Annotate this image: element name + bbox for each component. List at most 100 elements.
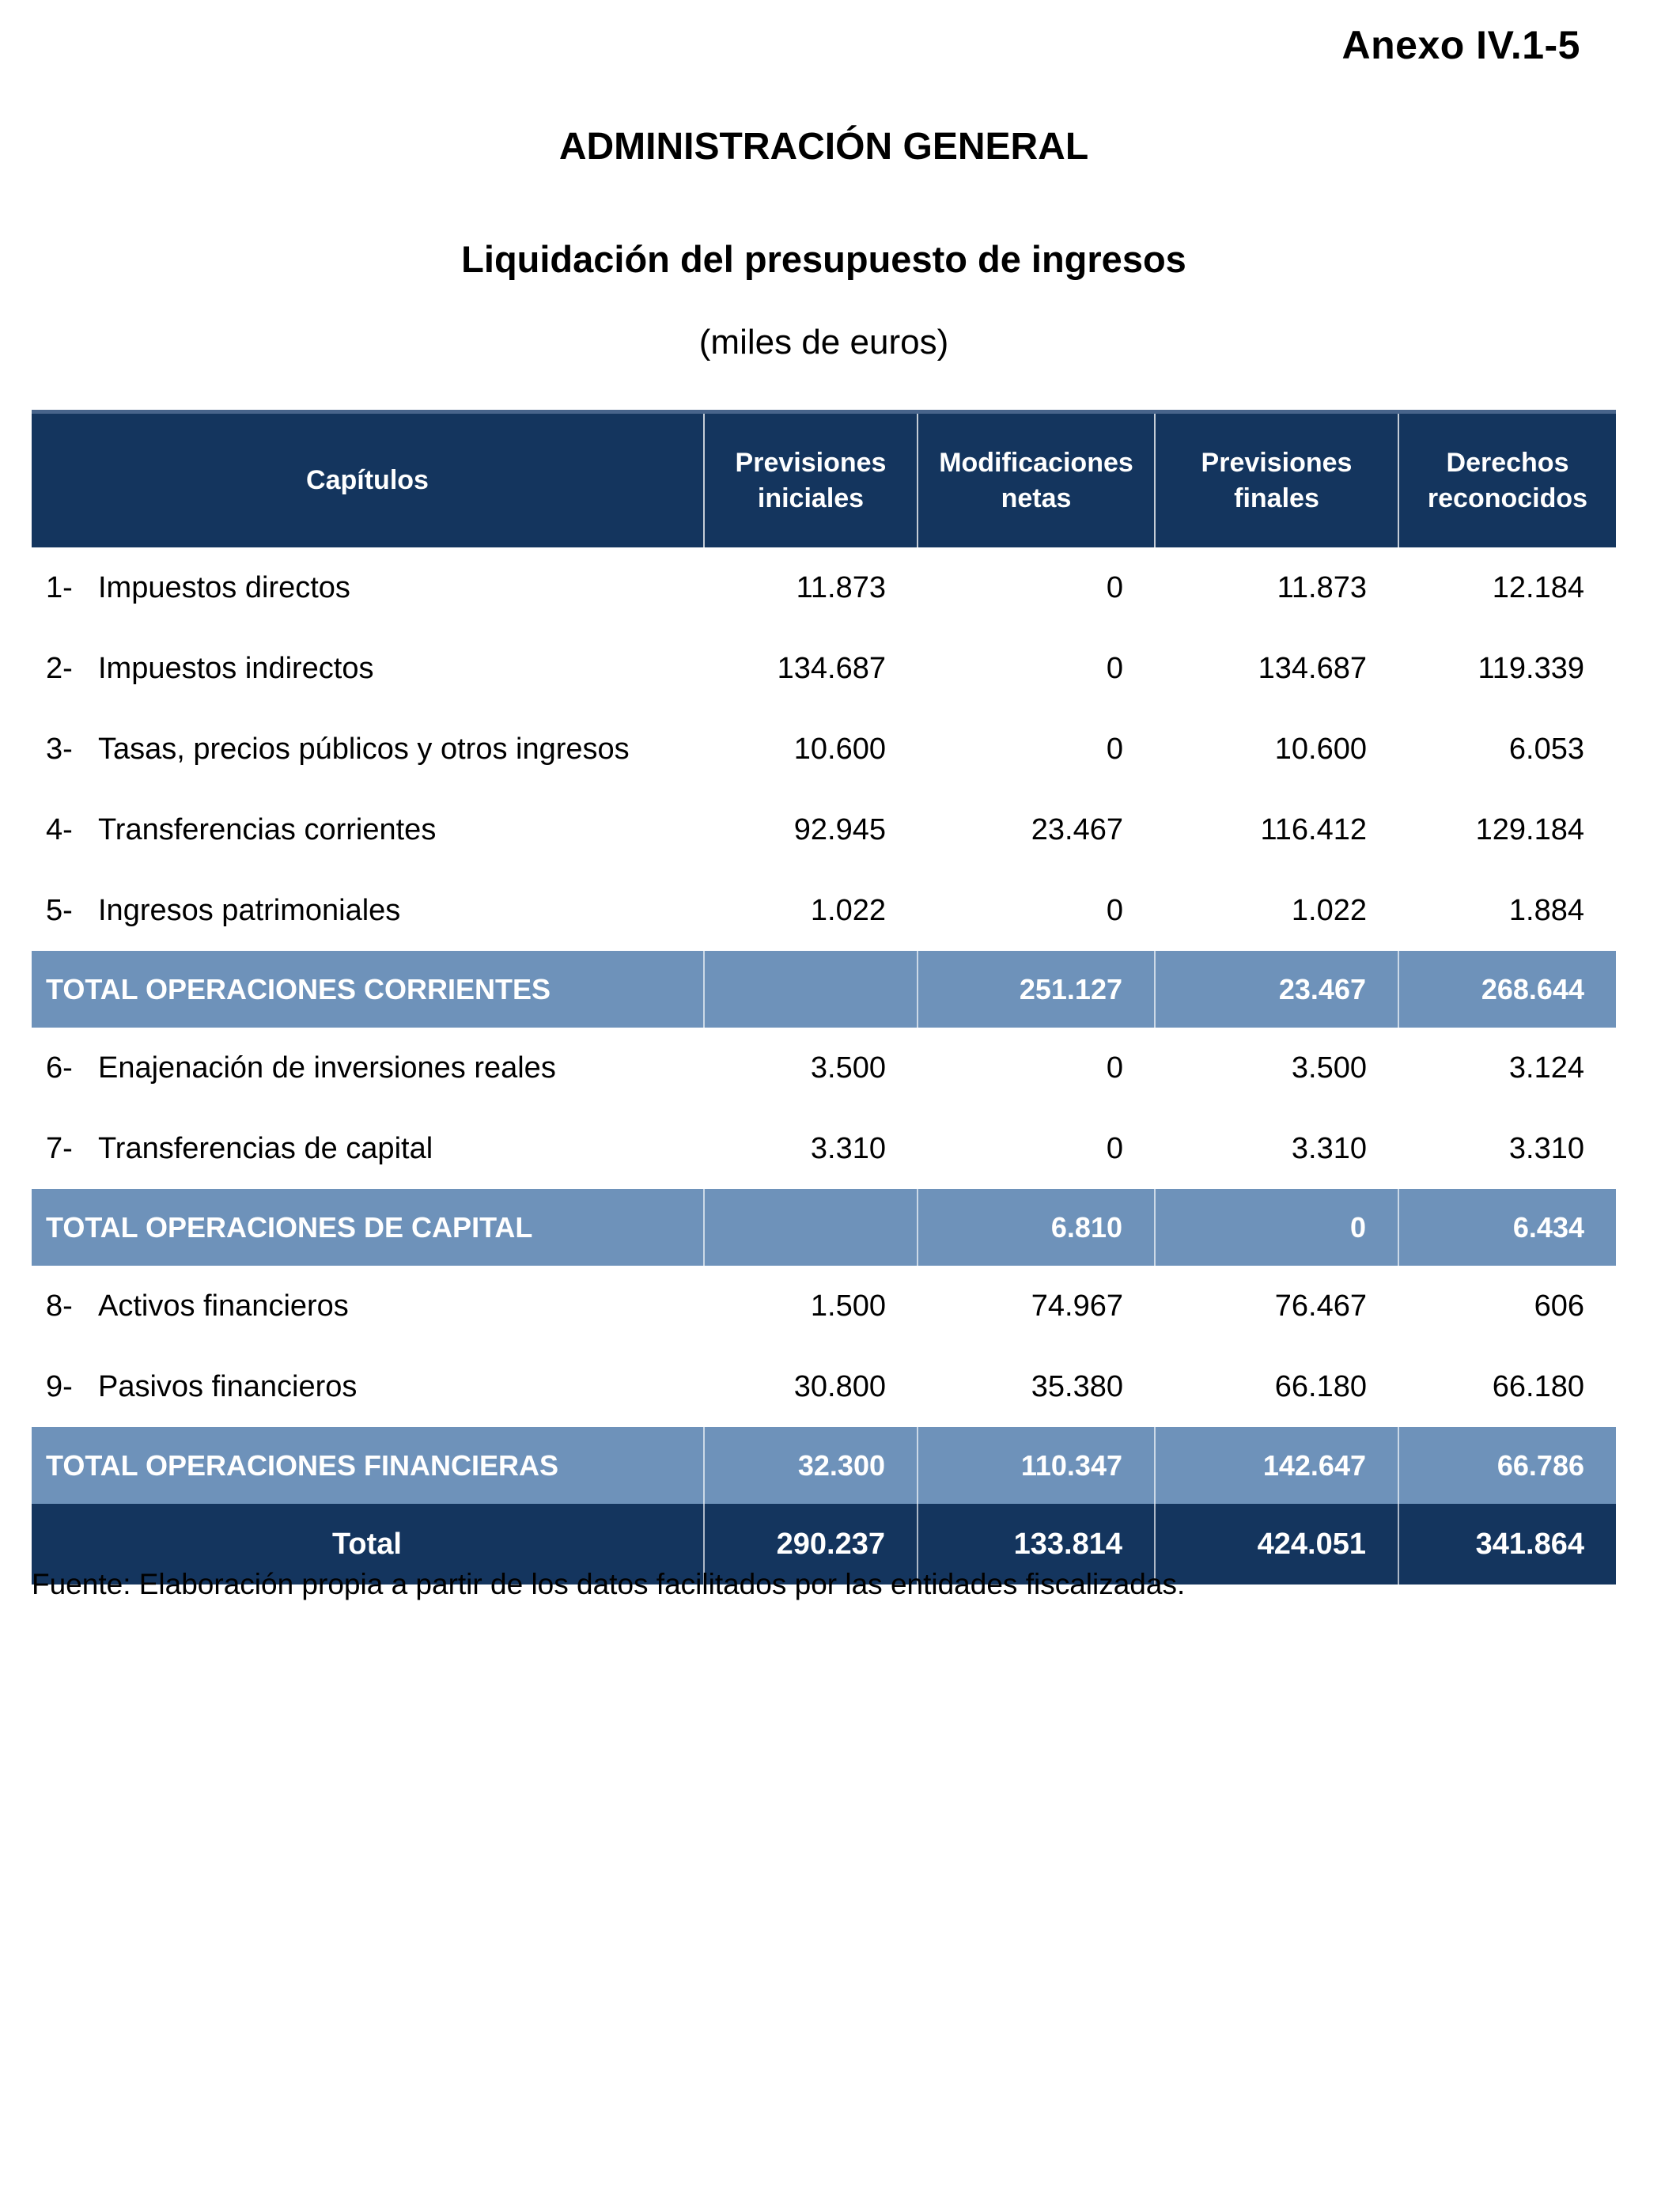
table-row: 7- Transferencias de capital 3.310 0 3.310 3.… [32, 1108, 1616, 1189]
chapter-label: Pasivos financieros [98, 1369, 358, 1403]
page-title: ADMINISTRACIÓN GENERAL [558, 126, 1089, 168]
value-cell: 66.786 [1398, 1427, 1616, 1504]
value-cell: 1.884 [1398, 870, 1616, 951]
value-cell: 6.434 [1398, 1189, 1616, 1266]
chapter-number: 1- [46, 570, 73, 604]
table-row: 5- Ingresos patrimoniales 1.022 0 1.022 1.884 [32, 870, 1616, 951]
value-cell [703, 1189, 918, 1266]
value-cell: 0 [918, 1108, 1155, 1189]
value-cell: 10.600 [704, 709, 918, 789]
value-cell: 66.180 [1398, 1346, 1616, 1427]
chapter-number: 4- [46, 812, 73, 846]
subtotal-row: TOTAL OPERACIONES DE CAPITAL 6.810 0 6.434 [32, 1189, 1616, 1266]
value-cell [703, 951, 918, 1028]
chapter-cell: TOTAL OPERACIONES FINANCIERAS [32, 1427, 704, 1504]
value-cell: 1.022 [704, 870, 918, 951]
subtotal-row: TOTAL OPERACIONES FINANCIERAS 32.300 110.3… [32, 1427, 1616, 1504]
chapter-cell: 6- Enajenación de inversiones reales [32, 1028, 704, 1108]
chapter-label: Activos financieros [98, 1289, 349, 1323]
value-cell: 6.053 [1398, 709, 1616, 789]
column-header-capitulos: Capítulos [32, 410, 704, 547]
chapter-number: 6- [46, 1051, 73, 1085]
value-cell: 3.124 [1398, 1028, 1616, 1108]
source-note: Fuente: Elaboración propia a partir de l… [32, 1568, 1186, 1600]
units-note: (miles de euros) [698, 323, 949, 362]
value-cell: 134.687 [704, 628, 918, 709]
chapter-cell: Total [32, 1504, 704, 1585]
table-row: 6- Enajenación de inversiones reales 3.500… [32, 1028, 1616, 1108]
value-cell: 0 [918, 628, 1155, 709]
chapter-number: 2- [46, 651, 73, 685]
table-row: 2- Impuestos indirectos 134.687 0 134.687 119… [32, 628, 1616, 709]
value-cell: 6.810 [917, 1189, 1155, 1266]
chapter-label: Transferencias corrientes [98, 812, 437, 846]
value-cell: 11.873 [1155, 547, 1398, 628]
table-row: 9- Pasivos financieros 30.800 35.380 66.180 6… [32, 1346, 1616, 1427]
chapter-label: Ingresos patrimoniales [98, 893, 401, 927]
value-cell: 76.467 [1155, 1266, 1398, 1346]
chapter-label: Enajenación de inversiones reales [98, 1051, 556, 1085]
value-cell: 606 [1398, 1266, 1616, 1346]
value-cell: 268.644 [1398, 951, 1616, 1028]
chapter-number: 5- [46, 893, 73, 927]
chapter-cell: 3- Tasas, precios públicos y otros ingres… [32, 709, 704, 789]
chapter-cell: 4- Transferencias corrientes [32, 789, 704, 870]
subtotal-row: TOTAL OPERACIONES CORRIENTES 251.127 23.46… [32, 951, 1616, 1028]
value-cell: 341.864 [1398, 1504, 1616, 1585]
column-header-previsiones-iniciales: Previsiones iniciales [703, 410, 918, 547]
chapter-cell: 7- Transferencias de capital [32, 1108, 704, 1189]
chapter-cell: TOTAL OPERACIONES DE CAPITAL [32, 1189, 704, 1266]
budget-table: Capítulos Previsiones iniciales Modifica… [32, 410, 1616, 1585]
value-cell: 119.339 [1398, 628, 1616, 709]
value-cell: 92.945 [704, 789, 918, 870]
column-header-modificaciones-netas: Modificaciones netas [917, 410, 1155, 547]
value-cell: 134.687 [1155, 628, 1398, 709]
chapter-label: Tasas, precios públicos y otros ingresos [98, 732, 630, 766]
grand-total-row: Total 290.237 133.814 424.051 341.864 [32, 1504, 1616, 1585]
chapter-cell: TOTAL OPERACIONES CORRIENTES [32, 951, 704, 1028]
value-cell: 66.180 [1155, 1346, 1398, 1427]
value-cell: 133.814 [917, 1504, 1155, 1585]
value-cell: 23.467 [918, 789, 1155, 870]
value-cell: 11.873 [704, 547, 918, 628]
table-row: 1- Impuestos directos 11.873 0 11.873 12.184 [32, 547, 1616, 628]
value-cell: 116.412 [1155, 789, 1398, 870]
chapter-cell: 1- Impuestos directos [32, 547, 704, 628]
chapter-label: Transferencias de capital [98, 1131, 433, 1165]
value-cell: 424.051 [1154, 1504, 1398, 1585]
value-cell: 3.310 [704, 1108, 918, 1189]
page-subtitle: Liquidación del presupuesto de ingresos [461, 238, 1186, 280]
value-cell: 23.467 [1154, 951, 1398, 1028]
value-cell: 30.800 [704, 1346, 918, 1427]
value-cell: 251.127 [917, 951, 1155, 1028]
value-cell: 10.600 [1155, 709, 1398, 789]
value-cell: 3.310 [1155, 1108, 1398, 1189]
chapter-cell: 8- Activos financieros [32, 1266, 704, 1346]
value-cell: 0 [918, 1028, 1155, 1108]
chapter-label: Impuestos directos [98, 570, 350, 604]
table-body: 1- Impuestos directos 11.873 0 11.873 12.184 2… [32, 547, 1616, 1585]
chapter-number: 8- [46, 1289, 73, 1323]
header-row: Capítulos Previsiones iniciales Modifica… [32, 410, 1616, 547]
value-cell: 32.300 [703, 1427, 918, 1504]
value-cell: 3.310 [1398, 1108, 1616, 1189]
column-header-derechos-reconocidos: Derechos reconocidos [1398, 410, 1616, 547]
value-cell: 0 [918, 870, 1155, 951]
value-cell: 0 [918, 547, 1155, 628]
value-cell: 290.237 [703, 1504, 918, 1585]
value-cell: 3.500 [704, 1028, 918, 1108]
value-cell: 35.380 [918, 1346, 1155, 1427]
table-row: 4- Transferencias corrientes 92.945 23.467 1… [32, 789, 1616, 870]
table-header: Capítulos Previsiones iniciales Modifica… [32, 410, 1616, 547]
chapter-cell: 5- Ingresos patrimoniales [32, 870, 704, 951]
chapter-number: 3- [46, 732, 73, 766]
annex-label: Anexo IV.1-5 [1341, 23, 1580, 67]
chapter-number: 7- [46, 1131, 73, 1165]
chapter-label: Impuestos indirectos [98, 651, 374, 685]
value-cell: 12.184 [1398, 547, 1616, 628]
table-row: 3- Tasas, precios públicos y otros ingres… [32, 709, 1616, 789]
value-cell: 1.022 [1155, 870, 1398, 951]
value-cell: 1.500 [704, 1266, 918, 1346]
value-cell: 0 [1154, 1189, 1398, 1266]
